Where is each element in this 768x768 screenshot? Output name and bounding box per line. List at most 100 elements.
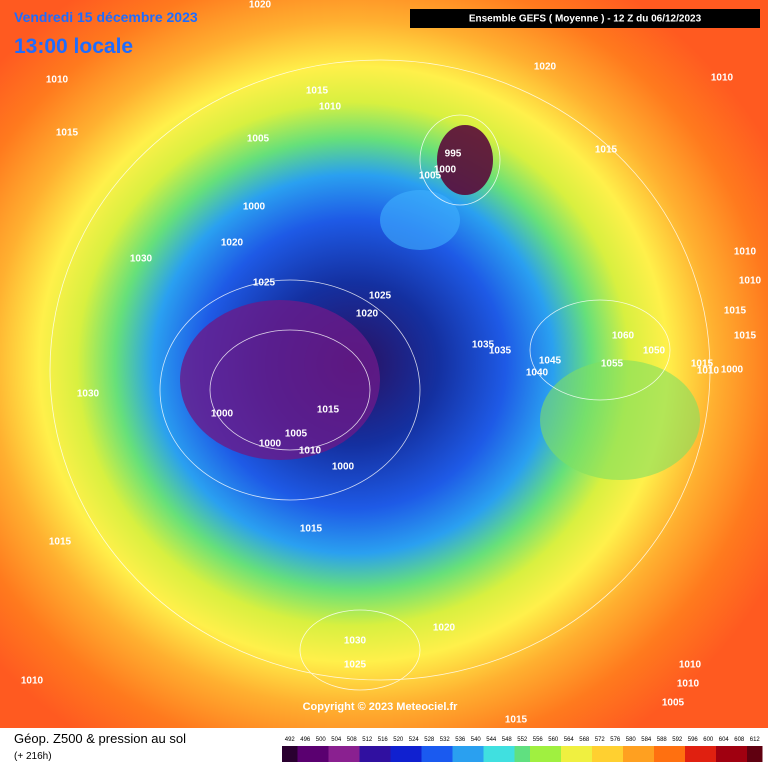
legend-label: 544: [486, 737, 497, 743]
isobar-label: 1005: [285, 429, 308, 440]
legend-swatch: [344, 746, 360, 762]
isobar-label: 1030: [77, 389, 100, 400]
isobar-label: 1010: [46, 75, 69, 86]
isobar-label: 1030: [344, 636, 367, 647]
isobar-label: 1015: [56, 128, 79, 139]
isobar-label: 1025: [369, 291, 392, 302]
isobar-label: 1015: [691, 359, 714, 370]
legend-label: 508: [347, 737, 358, 743]
legend-swatch: [700, 746, 716, 762]
isobar-label: 1035: [472, 340, 495, 351]
legend-label: 576: [610, 737, 621, 743]
isobar-label: 1040: [526, 368, 549, 379]
isobar-label: 1050: [643, 346, 666, 357]
legend-swatch: [623, 746, 639, 762]
legend-label: 588: [657, 737, 668, 743]
legend-label: 516: [378, 737, 389, 743]
legend-label: 556: [533, 737, 544, 743]
legend-label: 572: [595, 737, 606, 743]
legend-label: 580: [626, 737, 637, 743]
isobar-label: 1010: [697, 366, 720, 377]
isobar-label: 1060: [612, 331, 635, 342]
isobar-label: 1010: [299, 446, 322, 457]
legend-swatch: [654, 746, 670, 762]
legend-swatch: [530, 746, 546, 762]
isobar-label: 1000: [332, 462, 355, 473]
legend-swatch: [638, 746, 654, 762]
legend-swatch: [576, 746, 592, 762]
legend-swatch: [452, 746, 468, 762]
legend-label: 492: [285, 737, 296, 743]
isobar-label: 1015: [505, 715, 528, 726]
isobar-label: 1010: [711, 73, 734, 84]
legend-swatch: [592, 746, 608, 762]
legend-label: 520: [393, 737, 404, 743]
footer-title: Géop. Z500 & pression au sol: [14, 731, 186, 746]
legend-label: 496: [300, 737, 311, 743]
isobar-label: 995: [445, 149, 462, 160]
isobar-label: 1005: [662, 698, 685, 709]
legend-label: 604: [719, 737, 730, 743]
legend-swatch: [282, 746, 298, 762]
isobar-label: 1020: [221, 238, 244, 249]
isobar-label: 1010: [739, 276, 762, 287]
isobar-label: 1010: [734, 247, 757, 258]
isobar-label: 1010: [677, 679, 700, 690]
copyright: Copyright © 2023 Meteociel.fr: [303, 701, 459, 713]
isobar-label: 1005: [419, 171, 442, 182]
legend-label: 564: [564, 737, 575, 743]
legend-label: 612: [750, 737, 761, 743]
header-box: [410, 9, 760, 28]
isobar-label: 1015: [724, 306, 747, 317]
legend-swatch: [685, 746, 701, 762]
isobar-lines: [49, 59, 711, 691]
legend-label: 548: [502, 737, 513, 743]
legend-label: 592: [672, 737, 683, 743]
legend-swatch: [313, 746, 329, 762]
legend-swatch: [483, 746, 499, 762]
legend-label: 500: [316, 737, 327, 743]
isobar-label: 1020: [249, 0, 272, 11]
legend-label: 524: [409, 737, 420, 743]
legend-swatch: [731, 746, 747, 762]
legend-swatch: [607, 746, 623, 762]
isobar-label: 1015: [300, 524, 323, 535]
legend-swatch: [437, 746, 453, 762]
legend-label: 540: [471, 737, 482, 743]
legend-swatch: [421, 746, 437, 762]
isobar-label: 1015: [734, 331, 757, 342]
trough: [380, 190, 460, 250]
legend-swatch: [669, 746, 685, 762]
legend-swatch: [390, 746, 406, 762]
legend-label: 596: [688, 737, 699, 743]
isobar-label: 1025: [253, 278, 276, 289]
legend-swatch: [747, 746, 763, 762]
legend-swatch: [375, 746, 391, 762]
legend-label: 584: [641, 737, 652, 743]
legend-label: 512: [362, 737, 373, 743]
legend-label: 536: [455, 737, 466, 743]
legend-swatch: [499, 746, 515, 762]
legend-swatch: [716, 746, 732, 762]
isobar-label: 1010: [679, 660, 702, 671]
legend-label: 560: [548, 737, 559, 743]
isobar-label: 1035: [489, 346, 512, 357]
isobar-label: 1000: [211, 409, 234, 420]
legend-swatch: [561, 746, 577, 762]
legend-swatch: [545, 746, 561, 762]
legend-label: 528: [424, 737, 435, 743]
legend-label: 552: [517, 737, 528, 743]
isobar-label: 1015: [49, 537, 72, 548]
low-area: [180, 300, 380, 460]
legend-swatch: [514, 746, 530, 762]
isobar-label: 1025: [344, 660, 367, 671]
legend-swatch: [468, 746, 484, 762]
isobar-label: 1000: [243, 202, 266, 213]
legend-swatch: [406, 746, 422, 762]
isobar-label: 1045: [539, 356, 562, 367]
isobar-label: 1015: [306, 86, 329, 97]
legend-label: 532: [440, 737, 451, 743]
isobar-label: 1010: [319, 102, 342, 113]
